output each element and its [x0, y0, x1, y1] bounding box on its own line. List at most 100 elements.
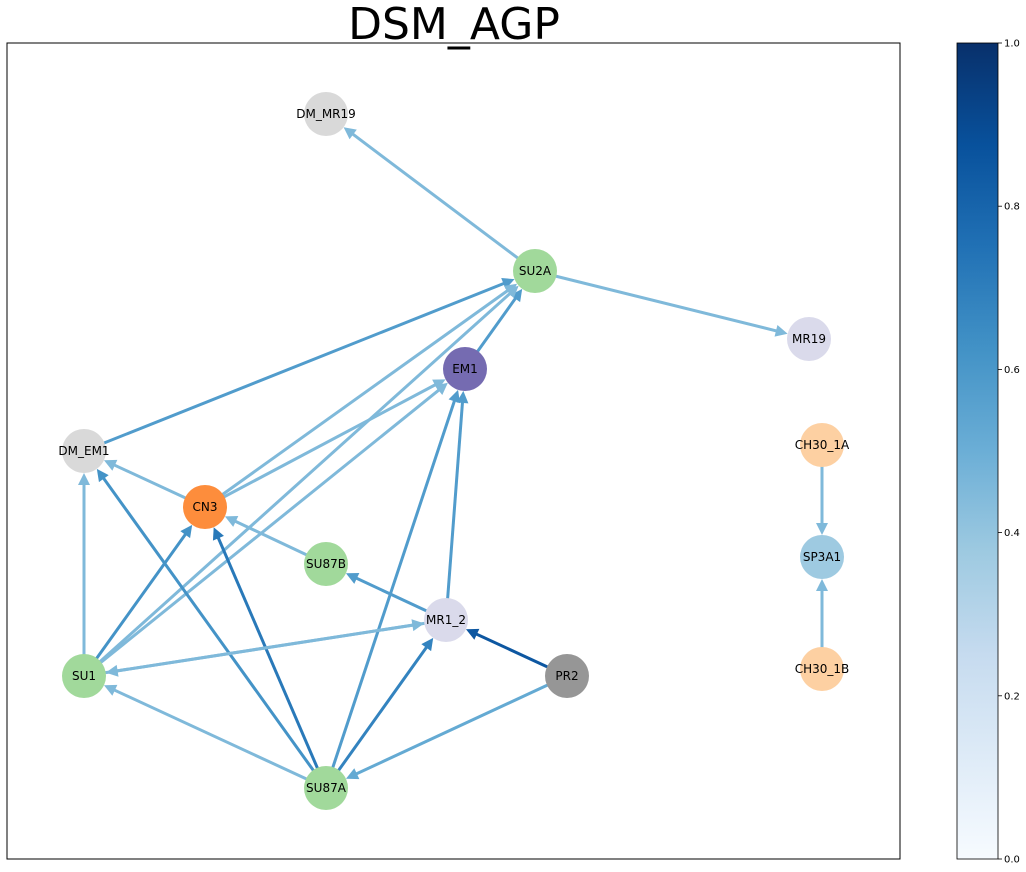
node-su1: SU1 — [62, 654, 106, 698]
colorbar-tick-label: 0.2 — [1004, 691, 1020, 702]
colorbar-tick-label: 0.0 — [1004, 855, 1020, 866]
edge-su87a-to-cn3 — [212, 527, 328, 789]
edge-arrowhead — [343, 127, 357, 140]
nodes-layer: DM_MR19 SU2A MR19 EM1 CH30_1A DM_EM1 CN3 SP3A1 S… — [58, 92, 850, 810]
node-circle — [545, 654, 589, 698]
node-su2a: SU2A — [513, 249, 557, 293]
edge-su2a-to-dm-mr19 — [343, 127, 536, 273]
node-label: MR1_2 — [426, 613, 466, 627]
plot-frame — [6, 42, 901, 860]
colorbar: 0.0 0.2 0.4 0.6 0.8 1.0 — [956, 39, 1020, 866]
edge-line — [83, 281, 506, 453]
colorbar-tick-label: 1.0 — [1004, 39, 1020, 50]
edge-line — [112, 688, 327, 790]
edge-arrowhead — [78, 473, 90, 485]
edge-line — [350, 132, 536, 273]
edge-su87a-to-dm-em1 — [96, 468, 328, 789]
node-circle — [62, 654, 106, 698]
node-em1: EM1 — [443, 347, 487, 391]
edge-arrowhead — [505, 285, 519, 299]
edge-su87a-to-em1 — [324, 389, 460, 789]
node-label: CN3 — [193, 500, 218, 514]
edge-arrowhead — [421, 637, 434, 652]
node-label: SU1 — [72, 669, 96, 683]
edge-arrowhead — [465, 628, 480, 640]
node-circle — [183, 485, 227, 529]
node-circle — [62, 429, 106, 473]
node-sp3a1: SP3A1 — [800, 535, 844, 579]
node-label: DM_MR19 — [296, 107, 356, 121]
edge-su87a-to-mr1-2 — [324, 637, 434, 789]
edge-arrowhead — [510, 288, 523, 303]
edge-arrowhead — [448, 389, 460, 404]
chart-title: DSM_AGP — [348, 0, 560, 50]
node-circle — [513, 249, 557, 293]
colorbar-ticks: 0.0 0.2 0.4 0.6 0.8 1.0 — [998, 39, 1020, 866]
edge-su1-to-dm-em1 — [78, 473, 90, 676]
colorbar-tick-label: 0.4 — [1004, 528, 1020, 539]
node-circle — [424, 598, 468, 642]
node-circle — [304, 542, 348, 586]
node-label: EM1 — [452, 362, 478, 376]
edge-arrowhead — [774, 324, 788, 337]
edge-arrowhead — [816, 579, 828, 591]
node-mr1-2: MR1_2 — [424, 598, 468, 642]
edge-line — [216, 535, 328, 789]
edge-line — [82, 532, 188, 677]
edge-arrowhead — [180, 524, 193, 539]
edge-line — [444, 400, 465, 621]
colorbar-gradient — [956, 42, 999, 860]
node-label: CH30_1A — [795, 438, 850, 452]
node-circle — [800, 647, 844, 691]
edge-line — [115, 618, 447, 673]
edge-line — [204, 288, 510, 509]
edge-line — [101, 476, 328, 789]
edge-pr2-to-su87a — [345, 674, 568, 780]
node-label: DM_EM1 — [58, 444, 109, 458]
edge-mr1-2-to-em1 — [444, 390, 469, 621]
node-label: MR19 — [792, 332, 826, 346]
edge-arrowhead — [224, 516, 239, 527]
node-cn3: CN3 — [183, 485, 227, 529]
edge-arrowhead — [345, 768, 360, 780]
edge-su87a-to-su1 — [103, 684, 327, 790]
node-dm-mr19: DM_MR19 — [296, 92, 356, 136]
edge-arrowhead — [212, 527, 224, 541]
node-circle — [304, 92, 348, 136]
colorbar-tick-label: 0.6 — [1004, 365, 1020, 376]
edge-line — [534, 269, 779, 333]
edge-mr1-2-to-su1 — [105, 618, 447, 677]
edge-arrowhead — [456, 390, 469, 404]
edge-arrowhead — [103, 459, 118, 471]
node-label: SP3A1 — [803, 550, 841, 564]
node-circle — [443, 347, 487, 391]
node-label: SU87A — [306, 781, 347, 795]
edge-arrowhead — [434, 382, 448, 396]
edge-cn3-to-em1 — [204, 379, 446, 509]
edge-line — [354, 674, 568, 776]
edges-layer — [78, 127, 828, 790]
node-label: SU87B — [306, 557, 346, 571]
edge-su1-to-cn3 — [82, 524, 193, 677]
edge-arrowhead — [103, 684, 118, 696]
node-dm-em1: DM_EM1 — [58, 429, 110, 473]
edge-cn3-to-su2a — [204, 283, 518, 509]
node-label: CH30_1B — [795, 662, 850, 676]
edge-arrowhead — [345, 572, 360, 584]
edge-line — [204, 382, 438, 509]
node-su87b: SU87B — [304, 542, 348, 586]
node-circle — [304, 766, 348, 810]
edge-su2a-to-mr19 — [534, 269, 788, 337]
edge-line — [324, 645, 429, 789]
node-label: SU2A — [519, 264, 552, 278]
colorbar-tick-label: 0.8 — [1004, 202, 1020, 213]
node-circle — [800, 535, 844, 579]
node-label: PR2 — [555, 669, 578, 683]
edge-arrowhead — [105, 664, 119, 677]
node-circle — [800, 423, 844, 467]
node-pr2: PR2 — [545, 654, 589, 698]
node-circle — [787, 317, 831, 361]
edge-arrowhead — [96, 468, 109, 483]
node-su87a: SU87A — [304, 766, 348, 810]
